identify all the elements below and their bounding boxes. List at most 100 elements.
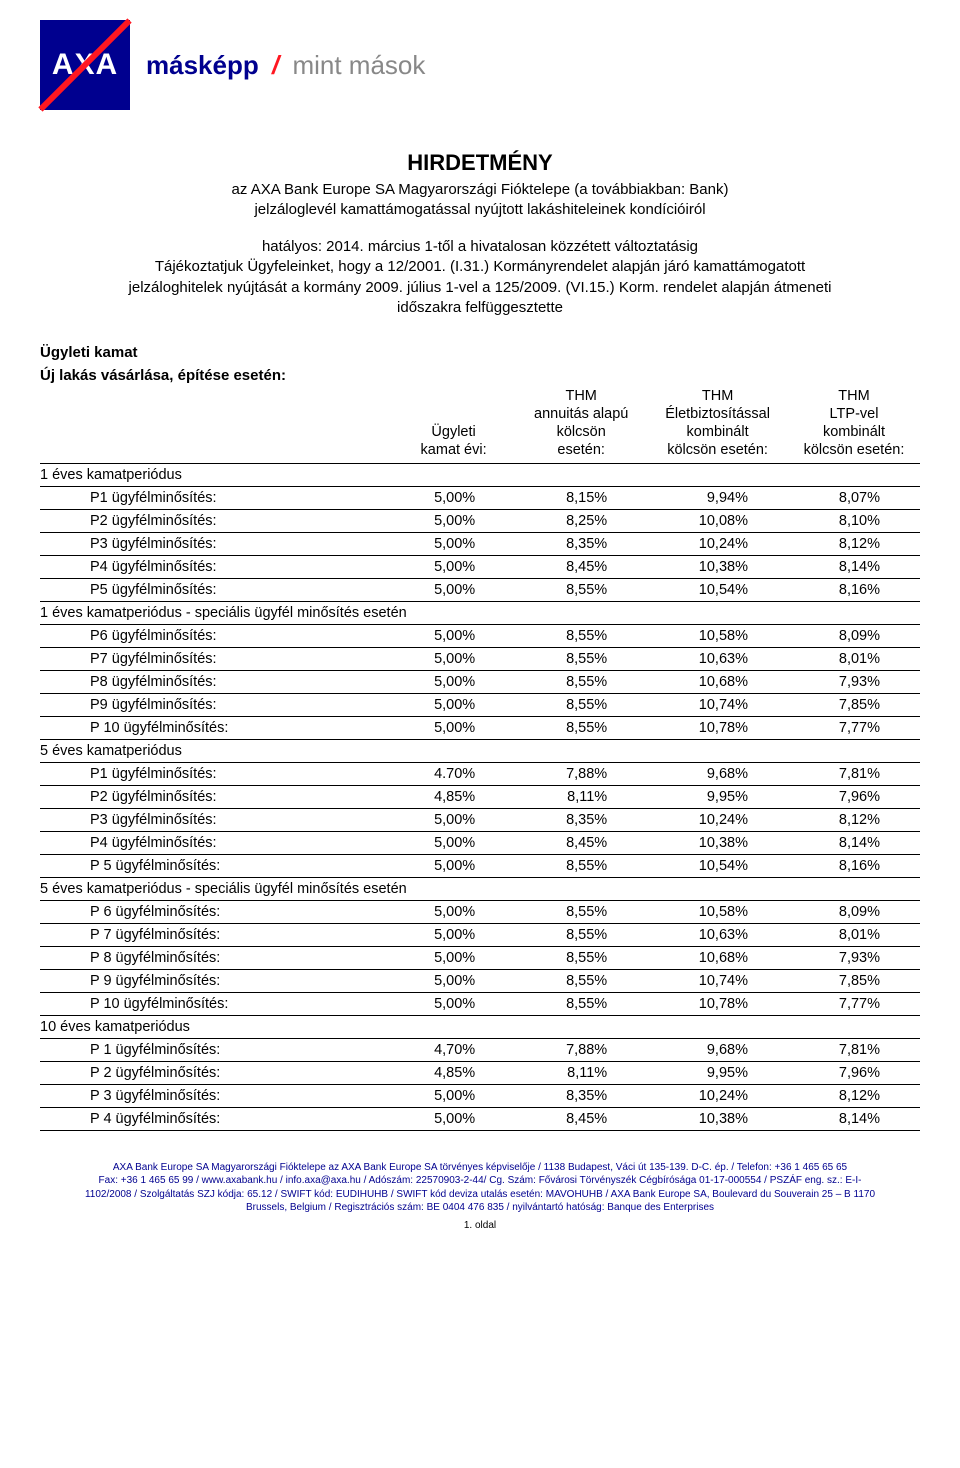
table-row: P 9 ügyfélminősítés:5,00%8,55%10,74%7,85… — [40, 969, 920, 992]
row-label: P4 ügyfélminősítés: — [40, 555, 392, 578]
row-c4: 7,85% — [788, 693, 920, 716]
row-label: P 9 ügyfélminősítés: — [40, 969, 392, 992]
tagline-bold: másképp — [146, 50, 259, 80]
row-c1: 5,00% — [392, 486, 515, 509]
row-c1: 5,00% — [392, 1107, 515, 1130]
table-row: P 8 ügyfélminősítés:5,00%8,55%10,68%7,93… — [40, 946, 920, 969]
row-c1: 5,00% — [392, 555, 515, 578]
row-c3: 10,74% — [647, 693, 788, 716]
row-c3: 9,68% — [647, 1038, 788, 1061]
row-c3: 10,78% — [647, 716, 788, 739]
row-label: P 5 ügyfélminősítés: — [40, 854, 392, 877]
row-c3: 10,68% — [647, 946, 788, 969]
row-label: P 4 ügyfélminősítés: — [40, 1107, 392, 1130]
table-body: 1 éves kamatperiódusP1 ügyfélminősítés:5… — [40, 463, 920, 1130]
row-c2: 8,11% — [515, 1061, 647, 1084]
row-c1: 5,00% — [392, 670, 515, 693]
page-footer: AXA Bank Europe SA Magyarországi Fióktel… — [40, 1161, 920, 1233]
row-c4: 8,14% — [788, 831, 920, 854]
tagline-rest: mint mások — [292, 50, 425, 80]
row-c2: 8,35% — [515, 808, 647, 831]
row-c3: 10,54% — [647, 578, 788, 601]
table-group-row: 5 éves kamatperiódus — [40, 739, 920, 762]
row-c1: 5,00% — [392, 969, 515, 992]
header-logo-row: AXA másképp / mint mások — [40, 20, 920, 110]
row-c3: 9,95% — [647, 785, 788, 808]
row-c2: 8,55% — [515, 923, 647, 946]
row-c3: 9,68% — [647, 762, 788, 785]
table-group-title: 1 éves kamatperiódus - speciális ügyfél … — [40, 601, 920, 624]
table-group-title: 5 éves kamatperiódus - speciális ügyfél … — [40, 877, 920, 900]
table-row: P2 ügyfélminősítés:5,00%8,25%10,08%8,10% — [40, 509, 920, 532]
row-c4: 7,96% — [788, 1061, 920, 1084]
row-label: P 1 ügyfélminősítés: — [40, 1038, 392, 1061]
row-label: P2 ügyfélminősítés: — [40, 509, 392, 532]
tagline: másképp / mint mások — [146, 50, 425, 81]
row-c2: 8,35% — [515, 1084, 647, 1107]
row-c1: 5,00% — [392, 831, 515, 854]
table-row: P 4 ügyfélminősítés:5,00%8,45%10,38%8,14… — [40, 1107, 920, 1130]
table-row: P7 ügyfélminősítés:5,00%8,55%10,63%8,01% — [40, 647, 920, 670]
row-c4: 8,12% — [788, 532, 920, 555]
table-group-row: 5 éves kamatperiódus - speciális ügyfél … — [40, 877, 920, 900]
row-c4: 7,93% — [788, 670, 920, 693]
footer-line4: Brussels, Belgium / Regisztrációs szám: … — [40, 1201, 920, 1215]
row-label: P1 ügyfélminősítés: — [40, 762, 392, 785]
row-c2: 8,45% — [515, 555, 647, 578]
row-label: P 7 ügyfélminősítés: — [40, 923, 392, 946]
table-header-row: Ügyletikamat évi: THMannuitás alapúkölcs… — [40, 384, 920, 463]
table-group-title: 10 éves kamatperiódus — [40, 1015, 920, 1038]
row-c1: 5,00% — [392, 647, 515, 670]
table-row: P9 ügyfélminősítés:5,00%8,55%10,74%7,85% — [40, 693, 920, 716]
row-label: P2 ügyfélminősítés: — [40, 785, 392, 808]
section-ugyleti-kamat: Ügyleti kamat — [40, 344, 920, 361]
row-c1: 5,00% — [392, 624, 515, 647]
row-label: P5 ügyfélminősítés: — [40, 578, 392, 601]
row-label: P 8 ügyfélminősítés: — [40, 946, 392, 969]
row-c4: 8,10% — [788, 509, 920, 532]
row-c2: 8,55% — [515, 946, 647, 969]
row-c1: 5,00% — [392, 854, 515, 877]
row-c4: 8,14% — [788, 555, 920, 578]
row-label: P 3 ügyfélminősítés: — [40, 1084, 392, 1107]
page-subtitle: az AXA Bank Europe SA Magyarországi Fiók… — [40, 180, 920, 219]
table-row: P2 ügyfélminősítés:4,85%8,11%9,95%7,96% — [40, 785, 920, 808]
dates-line3: jelzáloghitelek nyújtását a kormány 2009… — [40, 278, 920, 298]
dates-line1: hatályos: 2014. március 1-től a hivatalo… — [40, 237, 920, 257]
page-number: 1. oldal — [40, 1219, 920, 1233]
table-group-title: 5 éves kamatperiódus — [40, 739, 920, 762]
col-header-thm-eletbizt: THMÉletbiztosítássalkombináltkölcsön ese… — [647, 384, 788, 463]
row-c4: 8,16% — [788, 578, 920, 601]
row-c2: 8,15% — [515, 486, 647, 509]
tagline-slash: / — [272, 50, 279, 80]
row-c2: 8,45% — [515, 831, 647, 854]
subtitle-line1: az AXA Bank Europe SA Magyarországi Fiók… — [40, 180, 920, 200]
row-c3: 10,24% — [647, 1084, 788, 1107]
table-row: P8 ügyfélminősítés:5,00%8,55%10,68%7,93% — [40, 670, 920, 693]
row-c3: 10,54% — [647, 854, 788, 877]
table-row: P4 ügyfélminősítés:5,00%8,45%10,38%8,14% — [40, 555, 920, 578]
row-c2: 8,55% — [515, 670, 647, 693]
table-group-row: 10 éves kamatperiódus — [40, 1015, 920, 1038]
row-label: P1 ügyfélminősítés: — [40, 486, 392, 509]
row-c4: 8,09% — [788, 900, 920, 923]
row-c1: 5,00% — [392, 923, 515, 946]
row-c3: 10,68% — [647, 670, 788, 693]
row-c4: 8,09% — [788, 624, 920, 647]
table-row: P 10 ügyfélminősítés:5,00%8,55%10,78%7,7… — [40, 716, 920, 739]
table-group-row: 1 éves kamatperiódus - speciális ügyfél … — [40, 601, 920, 624]
row-label: P3 ügyfélminősítés: — [40, 532, 392, 555]
dates-line2: Tájékoztatjuk Ügyfeleinket, hogy a 12/20… — [40, 257, 920, 277]
axa-logo: AXA — [40, 20, 130, 110]
row-c4: 7,93% — [788, 946, 920, 969]
row-label: P 6 ügyfélminősítés: — [40, 900, 392, 923]
row-c1: 5,00% — [392, 693, 515, 716]
page-title: HIRDETMÉNY — [40, 150, 920, 176]
table-row: P1 ügyfélminősítés:5,00%8,15%9,94%8,07% — [40, 486, 920, 509]
row-c3: 10,38% — [647, 831, 788, 854]
table-row: P 10 ügyfélminősítés:5,00%8,55%10,78%7,7… — [40, 992, 920, 1015]
row-c2: 8,45% — [515, 1107, 647, 1130]
row-c4: 8,07% — [788, 486, 920, 509]
table-row: P 6 ügyfélminősítés:5,00%8,55%10,58%8,09… — [40, 900, 920, 923]
row-c4: 7,81% — [788, 1038, 920, 1061]
